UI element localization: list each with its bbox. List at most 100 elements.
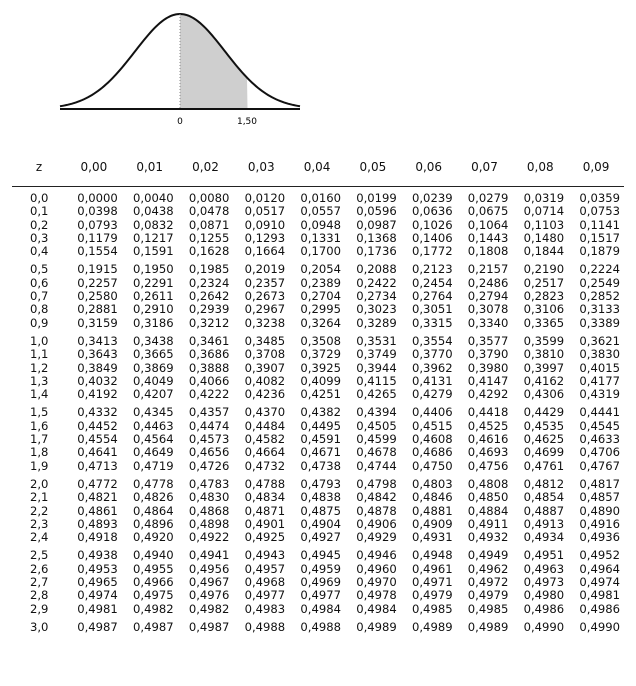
table-cell: 0,1368 — [356, 230, 397, 245]
table-cell: 0,2852 — [579, 289, 620, 304]
table-cell: 0,3238 — [244, 315, 286, 330]
table-cell: 0,0832 — [133, 217, 174, 232]
table-cell: 0,4963 — [523, 561, 565, 576]
table-row: 2,8 0,4974 0,4975 0,4976 0,4977 0,4977 0,4978 0… — [12, 588, 624, 603]
table-cell: 0,4554 — [77, 432, 118, 447]
table-cell: 0,1554 — [77, 244, 118, 259]
table-cell: 0,3264 — [300, 315, 341, 330]
table-cell: 0,1217 — [133, 230, 174, 245]
table-cell: 0,3365 — [523, 315, 565, 330]
z-value: 0,2 — [30, 217, 49, 232]
table-cell: 0,2549 — [579, 275, 620, 290]
table-cell: 0,4826 — [133, 490, 174, 505]
table-cell: 0,4906 — [356, 516, 397, 531]
table-cell: 0,4918 — [77, 530, 118, 545]
z-value: 0,7 — [30, 289, 49, 304]
table-cell: 0,4967 — [188, 575, 230, 590]
table-cell: 0,4909 — [412, 516, 453, 531]
table-cell: 0,3078 — [467, 302, 509, 317]
table-cell: 0,4582 — [244, 432, 286, 447]
table-cell: 0,4505 — [356, 418, 397, 433]
table-cell: 0,4973 — [523, 575, 565, 590]
z-value: 1,7 — [30, 432, 49, 447]
table-cell: 0,3051 — [412, 302, 453, 317]
table-cell: 0,4985 — [412, 601, 453, 616]
table-cell: 0,3790 — [467, 347, 509, 362]
table-cell: 0,4981 — [579, 588, 620, 603]
table-cell: 0,4922 — [188, 530, 230, 545]
table-cell: 0,2454 — [412, 275, 453, 290]
table-cell: 0,4961 — [412, 561, 453, 576]
table-cell: 0,3438 — [133, 333, 174, 348]
table-cell: 0,4881 — [412, 503, 453, 518]
table-cell: 0,4978 — [356, 588, 397, 603]
table-cell: 0,3849 — [77, 360, 118, 375]
table-row: 1,8 0,4641 0,4649 0,4656 0,4664 0,4671 0,4678 0… — [12, 445, 624, 460]
table-cell: 0,0948 — [300, 217, 341, 232]
table-cell: 0,4699 — [523, 445, 565, 460]
table-cell: 0,4953 — [77, 561, 118, 576]
table-cell: 0,4920 — [133, 530, 174, 545]
table-cell: 0,4370 — [244, 405, 286, 420]
table-cell: 0,1950 — [133, 262, 174, 277]
table-cell: 0,4982 — [188, 601, 230, 616]
table-row: 1,6 0,4452 0,4463 0,4474 0,4484 0,4495 0,4505 0… — [12, 418, 624, 433]
table-cell: 0,4162 — [523, 373, 565, 388]
table-row: 2,5 0,4938 0,4940 0,4941 0,4943 0,4945 0,4946 0… — [12, 544, 624, 563]
table-cell: 0,2995 — [300, 302, 341, 317]
table-cell: 0,4981 — [77, 601, 118, 616]
table-cell: 0,4846 — [412, 490, 453, 505]
table-cell: 0,4798 — [356, 476, 397, 491]
table-cell: 0,4911 — [467, 516, 509, 531]
table-row: 2,7 0,4965 0,4966 0,4967 0,4968 0,4969 0,4970 0… — [12, 575, 624, 590]
table-cell: 0,3133 — [579, 302, 620, 317]
table-cell: 0,0438 — [133, 204, 174, 219]
table-cell: 0,4980 — [523, 588, 565, 603]
normal-curve-figure: 0 1,50 — [59, 12, 301, 127]
table-cell: 0,4821 — [77, 490, 118, 505]
table-cell: 0,4977 — [244, 588, 286, 603]
table-cell: 0,4988 — [300, 619, 341, 634]
table-cell: 0,4990 — [523, 619, 565, 634]
table-cell: 0,4949 — [467, 548, 509, 563]
table-cell: 0,2939 — [188, 302, 230, 317]
table-cell: 0,2257 — [77, 275, 118, 290]
table-cell: 0,3106 — [523, 302, 565, 317]
table-cell: 0,4535 — [523, 418, 565, 433]
table-cell: 0,4946 — [356, 548, 397, 563]
table-cell: 0,4306 — [523, 387, 565, 402]
z-value: 1,4 — [30, 387, 49, 402]
z-value: 0,4 — [30, 244, 49, 259]
table-cell: 0,4332 — [77, 405, 118, 420]
table-cell: 0,1808 — [467, 244, 509, 259]
table-cell: 0,3997 — [523, 360, 565, 375]
table-cell: 0,2673 — [244, 289, 286, 304]
header-col: 0,07 — [456, 150, 513, 187]
table-row: 0,3 0,1179 0,1217 0,1255 0,1293 0,1331 0,1368 0… — [12, 230, 624, 245]
table-cell: 0,1772 — [412, 244, 453, 259]
table-cell: 0,4778 — [133, 476, 174, 491]
table-cell: 0,4913 — [523, 516, 565, 531]
table-row: 1,4 0,4192 0,4207 0,4222 0,4236 0,4251 0,4265 0… — [12, 387, 624, 402]
table-cell: 0,4868 — [188, 503, 230, 518]
header-col: 0,08 — [512, 150, 569, 187]
table-cell: 0,1141 — [579, 217, 620, 232]
table-cell: 0,2967 — [244, 302, 286, 317]
z-value: 0,3 — [30, 230, 49, 245]
z-value: 3,0 — [30, 619, 49, 634]
table-cell: 0,2054 — [300, 262, 341, 277]
table-cell: 0,0239 — [412, 191, 453, 205]
table-cell: 0,0478 — [188, 204, 230, 219]
table-cell: 0,4971 — [412, 575, 453, 590]
table-cell: 0,4955 — [133, 561, 174, 576]
table-cell: 0,4986 — [523, 601, 565, 616]
table-cell: 0,4984 — [300, 601, 341, 616]
table-cell: 0,4357 — [188, 405, 230, 420]
table-cell: 0,1331 — [300, 230, 341, 245]
table-cell: 0,4394 — [356, 405, 397, 420]
table-cell: 0,2123 — [412, 262, 453, 277]
table-cell: 0,4959 — [300, 561, 341, 576]
table-cell: 0,0000 — [77, 191, 118, 205]
table-cell: 0,0120 — [244, 191, 286, 205]
z-value: 1,9 — [30, 458, 49, 473]
